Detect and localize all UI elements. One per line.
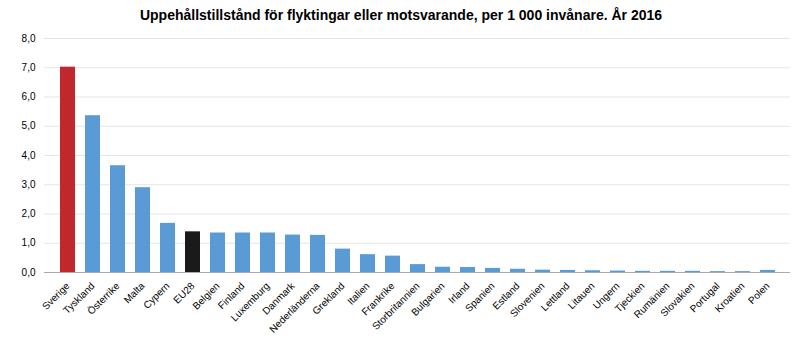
svg-text:Storbritannien: Storbritannien — [369, 280, 422, 332]
svg-text:Tyskland: Tyskland — [61, 280, 97, 316]
html-text:Uppehållstillstånd för flyktin: Uppehållstillstånd för flyktingar eller … — [140, 7, 662, 23]
svg-text:Irland: Irland — [446, 280, 472, 306]
svg-text:Tjeckien: Tjeckien — [612, 280, 647, 315]
svg-text:6,0: 6,0 — [22, 91, 36, 102]
svg-text:Bulgarien: Bulgarien — [409, 280, 447, 318]
svg-text:0,0: 0,0 — [22, 267, 36, 278]
svg-text:Belgien: Belgien — [190, 280, 221, 311]
svg-text:Italien: Italien — [345, 280, 372, 307]
svg-text:Ungern: Ungern — [590, 280, 622, 312]
svg-text:4,0: 4,0 — [22, 150, 36, 161]
svg-text:Luxemburg: Luxemburg — [229, 280, 272, 323]
svg-text:Polen: Polen — [746, 280, 772, 306]
svg-text:Österrike: Österrike — [85, 280, 122, 317]
svg-text:Malta: Malta — [121, 280, 147, 306]
svg-text:8,0: 8,0 — [22, 33, 36, 44]
svg-text:Frankrike: Frankrike — [359, 280, 397, 318]
svg-text:2,0: 2,0 — [22, 208, 36, 219]
svg-text:7,0: 7,0 — [22, 62, 36, 73]
svg-text:Cypern: Cypern — [141, 280, 172, 311]
svg-text:Slovenien: Slovenien — [508, 280, 547, 319]
svg-text:Slovakien: Slovakien — [658, 280, 696, 318]
svg-text:Rumänien: Rumänien — [631, 280, 672, 321]
svg-text:Finland: Finland — [215, 280, 247, 312]
svg-text:5,0: 5,0 — [22, 120, 36, 131]
svg-text:1,0: 1,0 — [22, 237, 36, 248]
svg-text:Kroatien: Kroatien — [713, 280, 747, 314]
svg-text:Nederländerna: Nederländerna — [267, 280, 322, 335]
svg-text:Litauen: Litauen — [566, 280, 597, 311]
svg-text:Lettland: Lettland — [539, 280, 572, 313]
svg-text:Sverige: Sverige — [39, 280, 72, 312]
svg-text:3,0: 3,0 — [22, 179, 36, 190]
svg-text:Grekland: Grekland — [310, 280, 346, 316]
svg-text:EU28: EU28 — [171, 280, 197, 306]
svg-text:Danmark: Danmark — [260, 280, 297, 317]
svg-text:Portugal: Portugal — [687, 280, 722, 315]
svg-text:Spanien: Spanien — [463, 280, 497, 314]
svg-text:Estland: Estland — [490, 280, 522, 312]
